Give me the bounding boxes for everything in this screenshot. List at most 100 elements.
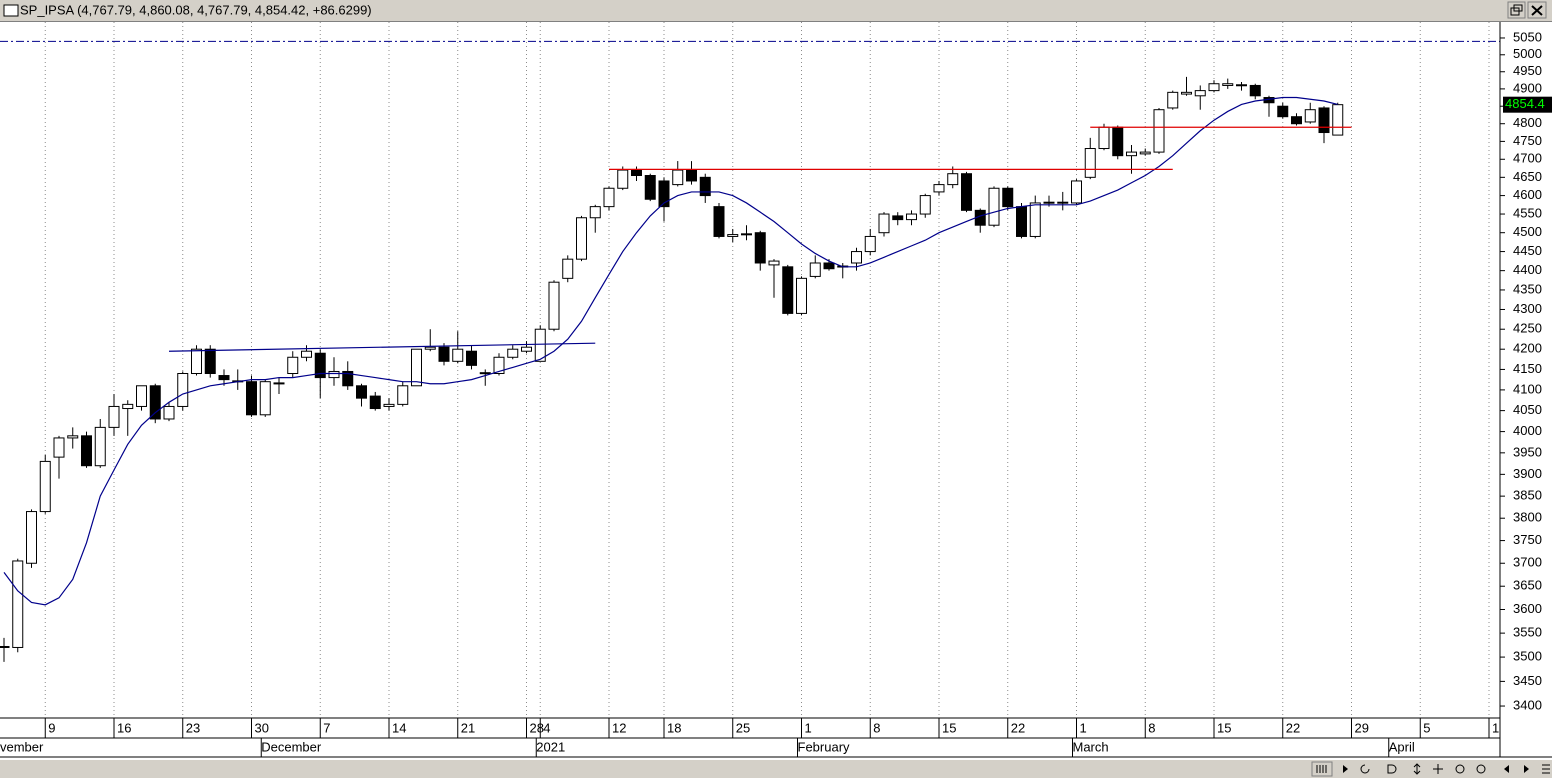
restore-button[interactable] <box>1507 1 1526 19</box>
candle-body <box>301 350 312 358</box>
candle-body <box>768 260 780 266</box>
x-tick-label: 5 <box>1423 720 1430 735</box>
candle-body <box>1167 91 1179 109</box>
close-button[interactable] <box>1527 1 1547 19</box>
candle-body <box>672 169 684 186</box>
candle-body <box>108 405 120 428</box>
candle-body <box>548 281 560 330</box>
candle-body <box>149 385 161 420</box>
x-tick-label: 28 <box>530 720 544 735</box>
candle-body <box>1277 105 1289 118</box>
candle-body <box>1029 202 1041 237</box>
y-tick-label: 4700 <box>1513 151 1542 166</box>
candle-body <box>699 176 711 197</box>
plot <box>0 40 1500 662</box>
y-tick-label: 4550 <box>1513 205 1542 220</box>
candle-body <box>1016 206 1027 237</box>
candle-body <box>1126 151 1137 157</box>
candle-body <box>273 382 285 385</box>
month-label: April <box>1389 739 1415 754</box>
y-tick-label: 3950 <box>1513 444 1542 459</box>
y-tick-label: 4300 <box>1513 301 1542 316</box>
x-tick-label: 14 <box>392 720 406 735</box>
candle-body <box>122 403 134 410</box>
x-tick-label: 15 <box>942 720 956 735</box>
y-tick-label: 3650 <box>1513 578 1542 593</box>
candle-body <box>507 348 519 358</box>
y-tick-label: 3850 <box>1513 488 1542 503</box>
candle-body <box>218 375 230 381</box>
candle-body <box>452 348 464 362</box>
candle-body <box>53 437 65 458</box>
y-tick-label: 3700 <box>1513 555 1542 570</box>
y-tick-label: 4100 <box>1513 381 1542 396</box>
candle-body <box>424 346 436 350</box>
candle-body <box>411 348 422 387</box>
candle-body <box>754 232 766 264</box>
candle-body <box>204 348 216 375</box>
candle-body <box>1318 107 1330 134</box>
candle-body <box>1222 83 1234 86</box>
candle-body <box>631 169 642 177</box>
y-tick-label: 5050 <box>1513 29 1542 44</box>
chart-title: SP_IPSA (4,767.79, 4,860.08, 4,767.79, 4… <box>20 2 372 17</box>
candle-body <box>589 206 601 219</box>
axes: 3400 3450 3500 3550 3600 3650 3700 3750 3800 3850… <box>0 29 1552 757</box>
candle-body <box>0 646 10 649</box>
candle-body <box>81 435 92 467</box>
candle-body <box>1181 91 1192 95</box>
candle-body <box>617 169 629 189</box>
x-tick-label: 12 <box>612 720 626 735</box>
title-border <box>0 21 1552 22</box>
x-tick-label: 4 <box>543 720 550 735</box>
x-tick-label: 9 <box>48 720 55 735</box>
candle-body <box>919 195 931 215</box>
y-tick-label: 3450 <box>1513 673 1542 688</box>
x-tick-label: 8 <box>873 720 880 735</box>
x-tick-label: 30 <box>255 720 269 735</box>
x-tick-label: 7 <box>323 720 330 735</box>
x-tick-label: 23 <box>186 720 200 735</box>
title-bar <box>0 0 1552 21</box>
candle-body <box>246 381 257 416</box>
candle-body <box>603 187 615 208</box>
scrollbar[interactable] <box>0 760 1552 778</box>
x-tick-label: 15 <box>1217 720 1231 735</box>
candle-body <box>658 180 670 208</box>
y-tick-label: 5000 <box>1513 46 1542 61</box>
y-tick-label: 3600 <box>1513 601 1542 616</box>
candle-body <box>163 405 175 420</box>
month-label: March <box>1073 739 1109 754</box>
candle-body <box>713 206 725 237</box>
candle-body <box>177 373 189 407</box>
y-tick-label: 3400 <box>1513 697 1542 712</box>
candle-body <box>644 175 656 200</box>
x-tick-label: 21 <box>461 720 475 735</box>
candle-body <box>1194 90 1206 97</box>
candle-body <box>493 356 505 375</box>
trend-line <box>168 342 596 352</box>
candle-body <box>12 560 24 648</box>
candle-body <box>136 385 147 407</box>
candle-body <box>39 460 51 513</box>
month-label: December <box>261 739 322 754</box>
month-label: February <box>798 739 851 754</box>
candle-body <box>479 372 491 375</box>
x-tick-label: 18 <box>667 720 681 735</box>
y-tick-label: 4350 <box>1513 281 1542 296</box>
y-tick-label: 4200 <box>1513 341 1542 356</box>
candle-body <box>878 213 890 234</box>
candle-body <box>356 385 367 399</box>
y-tick-label: 3800 <box>1513 510 1542 525</box>
y-tick-label: 4800 <box>1513 115 1542 130</box>
y-tick-label: 3750 <box>1513 532 1542 547</box>
y-tick-label: 4050 <box>1513 402 1542 417</box>
candle-body <box>576 217 587 260</box>
candle-body <box>328 370 340 379</box>
last-price-tag <box>1503 96 1552 113</box>
candle-body <box>1291 116 1302 125</box>
candle-body <box>851 251 862 264</box>
candle-body <box>796 277 807 314</box>
candle-body <box>1139 151 1151 155</box>
